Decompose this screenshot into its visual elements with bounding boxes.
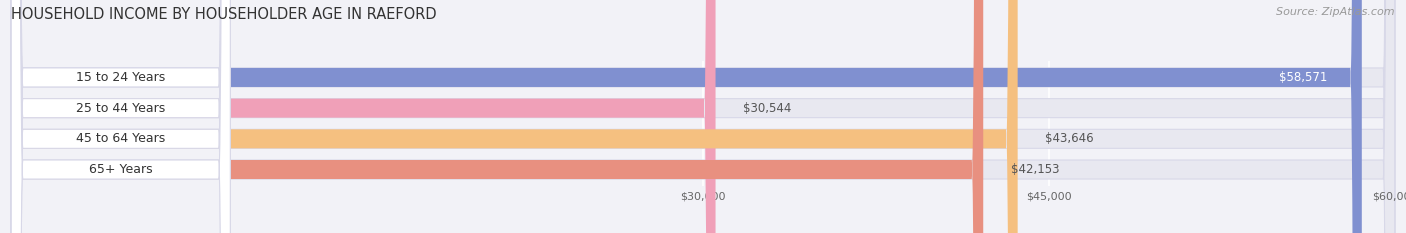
Text: $43,646: $43,646 [1045,132,1094,145]
Text: 65+ Years: 65+ Years [89,163,153,176]
FancyBboxPatch shape [11,0,1018,233]
FancyBboxPatch shape [11,0,1395,233]
Text: 25 to 44 Years: 25 to 44 Years [76,102,166,115]
FancyBboxPatch shape [11,0,231,233]
FancyBboxPatch shape [11,0,983,233]
FancyBboxPatch shape [11,0,231,233]
FancyBboxPatch shape [11,0,1362,233]
FancyBboxPatch shape [11,0,716,233]
FancyBboxPatch shape [11,0,1395,233]
Text: $30,544: $30,544 [744,102,792,115]
FancyBboxPatch shape [11,0,1395,233]
Text: $58,571: $58,571 [1279,71,1327,84]
Text: Source: ZipAtlas.com: Source: ZipAtlas.com [1277,7,1395,17]
FancyBboxPatch shape [11,0,231,233]
Text: 45 to 64 Years: 45 to 64 Years [76,132,166,145]
FancyBboxPatch shape [11,0,1395,233]
FancyBboxPatch shape [11,0,231,233]
Text: $42,153: $42,153 [1011,163,1059,176]
Text: 15 to 24 Years: 15 to 24 Years [76,71,166,84]
Text: HOUSEHOLD INCOME BY HOUSEHOLDER AGE IN RAEFORD: HOUSEHOLD INCOME BY HOUSEHOLDER AGE IN R… [11,7,437,22]
